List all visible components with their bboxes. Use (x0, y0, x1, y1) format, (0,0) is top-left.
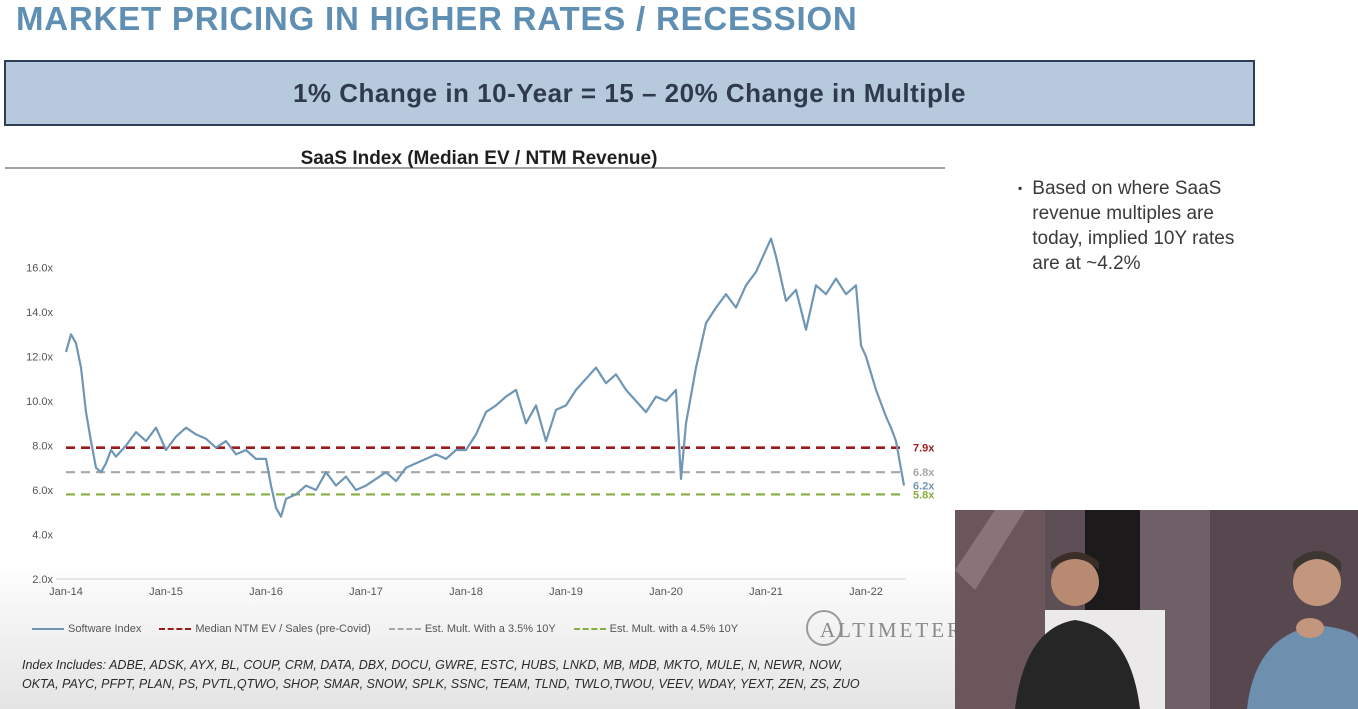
legend-item-3-5: Est. Mult. With a 3.5% 10Y (388, 623, 556, 635)
headline-banner-text: 1% Change in 10-Year = 15 – 20% Change i… (292, 77, 967, 108)
chart-legend: Software Index Median NTM EV / Sales (pr… (32, 620, 756, 638)
x-tick-label: Jan-20 (649, 586, 683, 598)
y-tick-label: 2.0x (32, 574, 53, 586)
legend-swatch-4-5 (573, 628, 606, 630)
x-tick-label: Jan-22 (849, 586, 883, 598)
y-tick-label: 10.0x (26, 396, 53, 408)
logo-ring-icon (806, 610, 842, 646)
y-tick-label: 16.0x (26, 263, 53, 275)
y-tick-label: 6.0x (32, 485, 53, 497)
altimeter-logo: ALTIMETER (806, 610, 961, 646)
bullet-square-icon: ▪ (1018, 181, 1023, 195)
y-tick-label: 12.0x (26, 352, 53, 364)
legend-label: Software Index (68, 623, 142, 635)
x-tick-label: Jan-17 (349, 586, 383, 598)
speaker-video-feed (955, 510, 1358, 709)
commentary-text: Based on where SaaS revenue multiples ar… (1032, 178, 1235, 274)
median-ref-line-label: 7.9x (913, 443, 935, 455)
legend-swatch-median (159, 628, 192, 630)
est-3-5-ref-line-label: 6.8x (913, 467, 935, 479)
legend-label: Est. Mult. with a 4.5% 10Y (609, 623, 739, 635)
x-tick-label: Jan-16 (249, 586, 283, 598)
current-value-label: 6.2x (913, 481, 935, 493)
y-tick-label: 4.0x (32, 530, 53, 542)
legend-label: Median NTM EV / Sales (pre-Covid) (195, 623, 371, 635)
index-constituents-note: Index Includes: ADBE, ADSK, AYX, BL, COU… (22, 656, 922, 694)
page-title: MARKET PRICING IN HIGHER RATES / RECESSI… (16, 0, 858, 37)
x-tick-label: Jan-21 (749, 586, 783, 598)
legend-item-software-index: Software Index (32, 623, 141, 635)
saas-index-chart: SaaS Index (Median EV / NTM Revenue) 2.0… (5, 148, 945, 598)
index-note-line: Index Includes: ADBE, ADSK, AYX, BL, COU… (22, 658, 843, 672)
legend-item-median: Median NTM EV / Sales (pre-Covid) (159, 623, 371, 635)
x-tick-label: Jan-15 (149, 586, 183, 598)
legend-item-4-5: Est. Mult. with a 4.5% 10Y (573, 623, 739, 635)
legend-label: Est. Mult. With a 3.5% 10Y (424, 623, 556, 635)
x-tick-label: Jan-18 (449, 586, 483, 598)
legend-swatch-3-5 (388, 628, 421, 630)
slide-bottom-fade (0, 560, 955, 709)
x-tick-label: Jan-14 (49, 586, 83, 598)
logo-text: ALTIMETER (820, 618, 965, 642)
speaker-video-image (955, 510, 1358, 709)
headline-banner: 1% Change in 10-Year = 15 – 20% Change i… (4, 60, 1255, 126)
software-index-series-line (64, 237, 906, 518)
index-note-line: OKTA, PAYC, PFPT, PLAN, PS, PVTL,QTWO, S… (22, 677, 860, 691)
x-tick-label: Jan-19 (549, 586, 583, 598)
est-4-5-ref-line-label: 5.8x (913, 489, 935, 501)
legend-swatch-software-index (32, 628, 64, 630)
chart-title: SaaS Index (Median EV / NTM Revenue) (301, 148, 658, 169)
commentary-bullet: ▪ Based on where SaaS revenue multiples … (1018, 176, 1238, 276)
y-tick-label: 8.0x (32, 441, 53, 453)
y-tick-label: 14.0x (26, 307, 53, 319)
